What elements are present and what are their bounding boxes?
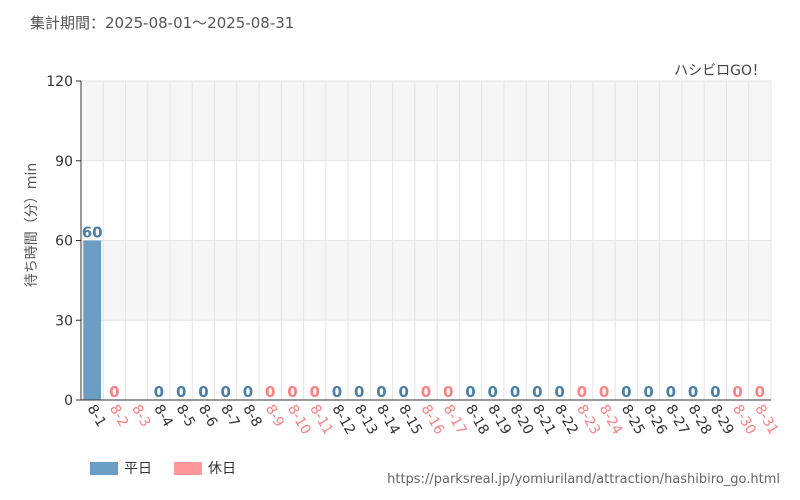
data-label: 0 xyxy=(465,383,475,401)
data-label: 0 xyxy=(198,383,208,401)
data-label: 0 xyxy=(577,383,587,401)
data-label: 0 xyxy=(421,383,431,401)
data-label: 0 xyxy=(510,383,520,401)
x-tick-label: 8-1 xyxy=(84,402,109,430)
legend-label-holiday: 休日 xyxy=(208,461,236,477)
chart-title: ハシビロGO！ xyxy=(674,63,766,79)
x-tick-label: 8-9 xyxy=(262,402,287,430)
x-tick-label: 8-3 xyxy=(128,402,153,430)
bar xyxy=(83,240,102,400)
plot-grid xyxy=(80,80,772,401)
y-axis-label: 待ち時間（分）min xyxy=(24,163,40,287)
y-tick-label: 60 xyxy=(55,234,73,250)
source-url[interactable]: https://parksreal.jp/yomiuriland/attract… xyxy=(387,472,780,487)
data-label: 0 xyxy=(287,383,297,401)
data-label: 0 xyxy=(755,383,765,401)
x-tick-label: 8-2 xyxy=(106,402,131,430)
x-tick-label: 8-4 xyxy=(150,402,175,430)
data-label: 0 xyxy=(154,383,164,401)
y-tick-label: 90 xyxy=(55,154,73,170)
legend-swatch-weekday xyxy=(90,461,118,475)
x-tick-label: 8-31 xyxy=(751,402,781,438)
data-label: 0 xyxy=(309,383,319,401)
plot-band xyxy=(81,240,771,321)
y-tick-label: 0 xyxy=(64,393,73,409)
data-label: 0 xyxy=(599,383,609,401)
x-tick-label: 8-7 xyxy=(217,402,242,430)
plot-band xyxy=(81,81,771,161)
data-label: 0 xyxy=(109,383,119,401)
x-tick-label: 8-8 xyxy=(239,402,264,430)
data-label: 0 xyxy=(643,383,653,401)
legend-label-weekday: 平日 xyxy=(124,461,152,477)
data-label: 0 xyxy=(621,383,631,401)
x-axis: 8-18-28-38-48-58-68-78-88-98-108-118-128… xyxy=(81,399,781,438)
data-label: 0 xyxy=(688,383,698,401)
legend-item-holiday: 休日 xyxy=(174,458,236,478)
data-label: 0 xyxy=(554,383,564,401)
data-label: 0 xyxy=(666,383,676,401)
y-axis: 0 30 60 90 120 xyxy=(46,74,82,409)
data-label: 0 xyxy=(354,383,364,401)
data-label: 0 xyxy=(265,383,275,401)
data-label: 60 xyxy=(82,224,103,242)
data-label: 0 xyxy=(399,383,409,401)
period-label: 集計期間：2025-08-01～2025-08-31 xyxy=(30,14,295,32)
y-tick-label: 120 xyxy=(46,74,73,90)
data-label: 0 xyxy=(732,383,742,401)
legend-item-weekday: 平日 xyxy=(90,458,152,478)
data-label: 0 xyxy=(376,383,386,401)
data-label: 0 xyxy=(532,383,542,401)
legend: 平日 休日 xyxy=(90,458,236,478)
bars: 600 0 0 0 0 0 0 0 0 0 0 0 0 0 0 0 0 0 0 0 0 0 0 0 0 0 0 0 0 xyxy=(82,224,765,402)
data-label: 0 xyxy=(243,383,253,401)
x-tick-label: 8-5 xyxy=(173,402,198,430)
data-label: 0 xyxy=(488,383,498,401)
plot-bands xyxy=(81,81,771,321)
wait-time-bar-chart: 600 0 0 0 0 0 0 0 0 0 0 0 0 0 0 0 0 0 0 0 0 0 0 0 0 0 0 0 0 03060901… xyxy=(24,63,781,438)
data-label: 0 xyxy=(710,383,720,401)
legend-swatch-holiday xyxy=(174,461,202,475)
data-label: 0 xyxy=(220,383,230,401)
x-tick-label: 8-6 xyxy=(195,402,220,430)
data-label: 0 xyxy=(176,383,186,401)
y-tick-label: 30 xyxy=(55,313,73,329)
data-label: 0 xyxy=(443,383,453,401)
data-label: 0 xyxy=(332,383,342,401)
